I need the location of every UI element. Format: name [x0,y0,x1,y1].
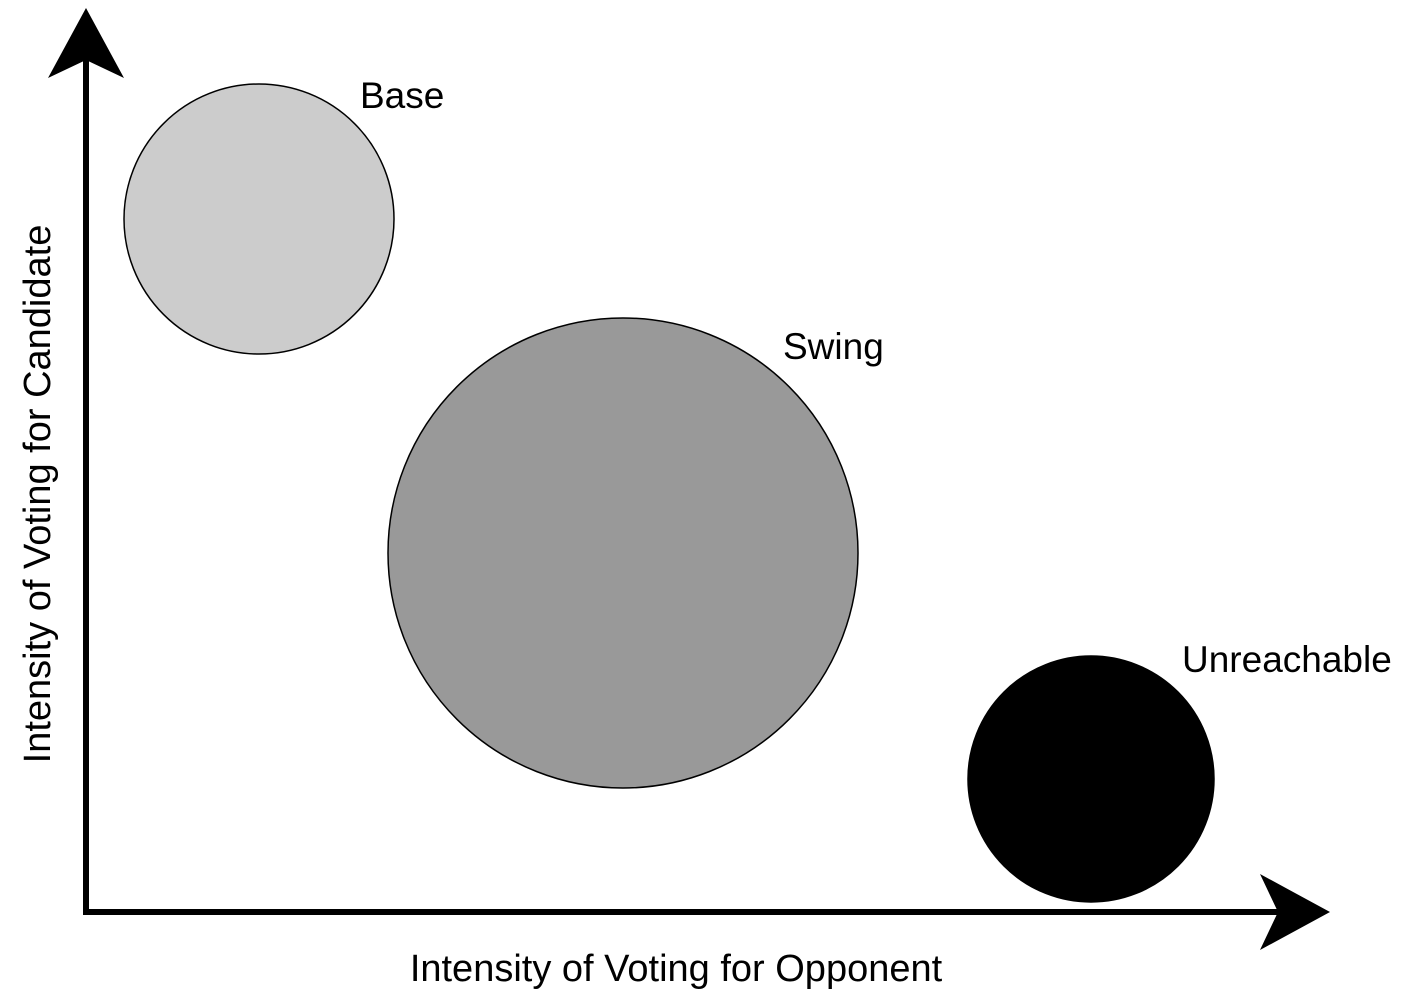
y-axis-label: Intensity of Voting for Candidate [17,225,59,764]
unreachable-circle [967,655,1215,903]
y-axis-arrowhead [48,8,124,78]
swing-label: Swing [783,326,884,367]
base-circle [123,83,395,355]
x-axis-label: Intensity of Voting for Opponent [410,948,943,990]
swing-circle [387,317,859,789]
unreachable-label: Unreachable [1182,639,1392,680]
base-label: Base [360,75,444,116]
x-axis-arrowhead [1260,874,1330,950]
